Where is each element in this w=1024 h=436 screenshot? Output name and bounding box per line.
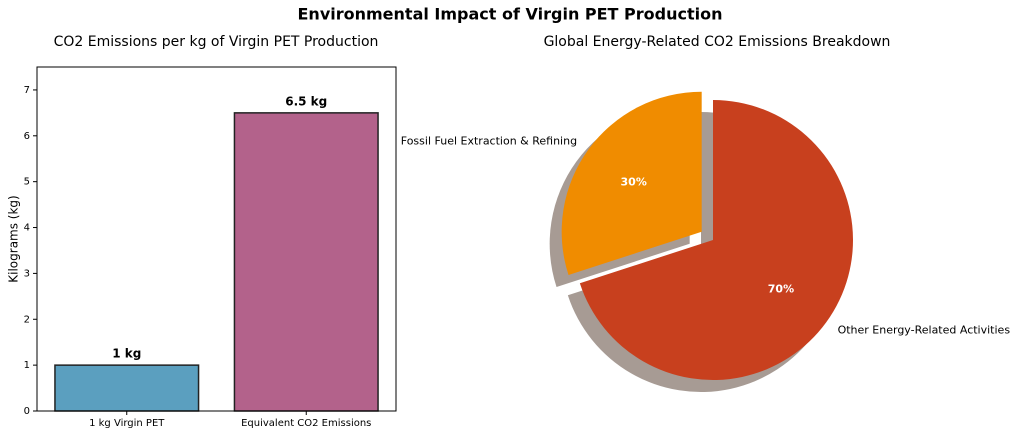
x-tick-label: Equivalent CO2 Emissions bbox=[241, 418, 371, 429]
bar bbox=[54, 364, 200, 412]
y-tick-label: 4 bbox=[24, 223, 30, 234]
x-tick-label: 1 kg Virgin PET bbox=[89, 418, 165, 429]
y-tick-label: 6 bbox=[24, 131, 30, 142]
y-tick-label: 1 bbox=[24, 360, 30, 371]
pie-chart-title: Global Energy-Related CO2 Emissions Brea… bbox=[544, 34, 891, 50]
pct-label: 70% bbox=[768, 282, 794, 295]
pie-wedge bbox=[579, 99, 854, 380]
bar bbox=[233, 112, 379, 412]
pct-label: 30% bbox=[621, 175, 647, 188]
pie-wedge bbox=[561, 91, 702, 276]
y-tick-label: 7 bbox=[24, 85, 30, 96]
y-tick-label: 3 bbox=[24, 268, 30, 279]
axes-frame bbox=[36, 66, 397, 412]
value-label: 6.5 kg bbox=[285, 94, 327, 108]
y-tick-label: 0 bbox=[24, 406, 30, 417]
y-tick-label: 2 bbox=[24, 314, 30, 325]
bar-chart-title: CO2 Emissions per kg of Virgin PET Produ… bbox=[54, 34, 379, 50]
figure-title: Environmental Impact of Virgin PET Produ… bbox=[298, 5, 723, 24]
wedge-label: Other Energy-Related Activities bbox=[838, 324, 1011, 337]
y-tick-label: 5 bbox=[24, 177, 30, 188]
y-axis-label: Kilograms (kg) bbox=[7, 195, 21, 282]
value-label: 1 kg bbox=[112, 347, 141, 361]
wedge-label: Fossil Fuel Extraction & Refining bbox=[401, 134, 577, 147]
